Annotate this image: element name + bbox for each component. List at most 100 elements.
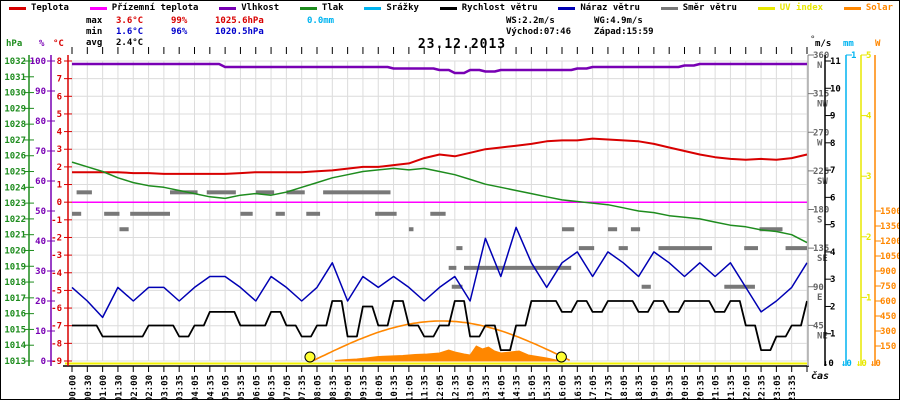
tick-label: 300 bbox=[880, 327, 896, 337]
x-tick-label: 13:05 bbox=[467, 375, 477, 400]
tick-label: 60 bbox=[35, 177, 46, 187]
solar-actual-area bbox=[334, 345, 561, 362]
tick-label: 3 bbox=[57, 145, 62, 155]
wind-direction-bar bbox=[464, 265, 572, 270]
page-title: 23.12.2013 bbox=[417, 37, 507, 52]
x-tick-label: 21:05 bbox=[712, 375, 722, 400]
series-wind_gust bbox=[71, 226, 808, 319]
tick-label: 9 bbox=[830, 112, 835, 122]
wind-direction-bar bbox=[607, 227, 618, 232]
tick-label: 1026 bbox=[4, 152, 26, 162]
solar-swatch bbox=[843, 6, 861, 10]
x-tick-label: 07:35 bbox=[298, 375, 308, 400]
x-tick-label: 16:05 bbox=[559, 375, 569, 400]
series-temperature bbox=[72, 137, 808, 175]
tick-label: 20 bbox=[35, 297, 46, 307]
x-tick-label: 10:05 bbox=[375, 375, 385, 400]
x-tick-label: 18:35 bbox=[635, 375, 645, 400]
x-tick-label: 17:05 bbox=[589, 375, 599, 400]
tick-label: 100 bbox=[30, 57, 46, 67]
legend-label: Náraz větru bbox=[580, 3, 640, 13]
x-tick-label: 18:05 bbox=[620, 375, 630, 400]
wind-direction-bar bbox=[724, 284, 755, 289]
legend-item-srazky: Srážky bbox=[364, 3, 419, 13]
wind-direction-bar bbox=[240, 211, 253, 216]
legend-label: UV index bbox=[779, 3, 824, 13]
tick-label: 3 bbox=[830, 275, 835, 285]
legend-label: Vlhkost bbox=[241, 3, 280, 13]
wind-direction-bar bbox=[170, 190, 198, 195]
sunrise-time: Východ:07:46 bbox=[506, 27, 572, 37]
tick-label: 11 bbox=[830, 57, 841, 67]
tick-label: -1 bbox=[51, 216, 62, 226]
wind-direction-bar bbox=[578, 246, 595, 251]
rychlost-vetru-swatch bbox=[439, 6, 457, 10]
x-tick-label: 17:35 bbox=[604, 375, 614, 400]
legend-label: Rychlost větru bbox=[461, 3, 538, 13]
tick-label: 8 bbox=[57, 57, 62, 67]
stats-row-avg: avg 2.4°C bbox=[86, 38, 334, 49]
naraz-vetru-swatch bbox=[558, 6, 576, 10]
x-tick-label: 14:05 bbox=[497, 375, 507, 400]
x-tick-label: 23:05 bbox=[773, 375, 783, 400]
tick-label: 1019 bbox=[4, 262, 26, 272]
tick-label: 90 bbox=[35, 87, 46, 97]
tick-label: 6 bbox=[57, 92, 62, 102]
time-axis-label: čas bbox=[811, 371, 830, 382]
x-tick-label: 00:30 bbox=[84, 375, 94, 400]
x-tick-label: 08:05 bbox=[314, 375, 324, 400]
tick-label: 6 bbox=[830, 193, 835, 203]
legend-item-tlak: Tlak bbox=[299, 3, 344, 13]
tick-label: NE bbox=[817, 331, 828, 341]
wind-direction-bar bbox=[375, 211, 397, 216]
wind-axis-zero: ↓0 bbox=[823, 359, 834, 369]
legend-item-prizemni-teplota: Přízemní teplota bbox=[89, 3, 198, 13]
tick-label: 1018 bbox=[4, 278, 26, 288]
tick-label: 225 bbox=[813, 167, 829, 177]
x-tick-label: 01:30 bbox=[114, 375, 124, 400]
x-tick-label: 21:35 bbox=[727, 375, 737, 400]
legend-item-uv-index: UV index bbox=[757, 3, 824, 13]
sun-times-row: Východ:07:46 Západ:15:59 bbox=[506, 27, 654, 38]
tick-label: 7 bbox=[57, 75, 62, 85]
tick-label: 360 bbox=[813, 51, 829, 61]
min-label: min bbox=[86, 27, 103, 37]
x-tick-label: 04:35 bbox=[206, 375, 216, 400]
tick-label: 0 bbox=[57, 198, 62, 208]
wind-gust-max: WG:4.9m/s bbox=[594, 16, 643, 26]
wind-direction-bar bbox=[408, 227, 414, 232]
tlak-swatch bbox=[299, 6, 317, 10]
wind-direction-bar bbox=[76, 190, 92, 195]
wind-direction-bar bbox=[72, 211, 82, 216]
tick-label: 1028 bbox=[4, 120, 26, 130]
tick-label: 1029 bbox=[4, 104, 26, 114]
tick-label: 4 bbox=[830, 248, 836, 258]
tick-label: N bbox=[817, 61, 822, 71]
wind-direction-bar bbox=[785, 246, 807, 251]
tick-label: 1017 bbox=[4, 294, 26, 304]
tick-label: 50 bbox=[35, 207, 46, 217]
legend-item-naraz-vetru: Náraz větru bbox=[558, 3, 640, 13]
legend-label: Solar bbox=[865, 3, 893, 13]
humidity-axis-header: % bbox=[39, 39, 45, 49]
max-label: max bbox=[86, 16, 103, 26]
tick-label: 150 bbox=[880, 342, 896, 352]
tick-label: 5 bbox=[57, 110, 62, 120]
x-tick-label: 06:05 bbox=[252, 375, 262, 400]
tick-label: 4 bbox=[57, 128, 63, 138]
direction-axis-header: ° bbox=[810, 35, 816, 45]
uv-axis-zero: ↓0 bbox=[856, 359, 867, 369]
x-tick-label: 09:35 bbox=[359, 375, 369, 400]
series-pressure bbox=[71, 161, 808, 244]
tick-label: SW bbox=[817, 177, 828, 187]
wind-direction-bar bbox=[104, 211, 120, 216]
tick-label: -2 bbox=[51, 233, 62, 243]
tick-label: 750 bbox=[880, 282, 896, 292]
tick-label: 1025 bbox=[4, 168, 26, 178]
wind-direction-bar bbox=[641, 284, 651, 289]
wind-direction-bar bbox=[744, 246, 758, 251]
wind-direction-bar bbox=[456, 246, 463, 251]
tick-label: 1021 bbox=[4, 231, 26, 241]
tick-label: 315 bbox=[813, 90, 829, 100]
